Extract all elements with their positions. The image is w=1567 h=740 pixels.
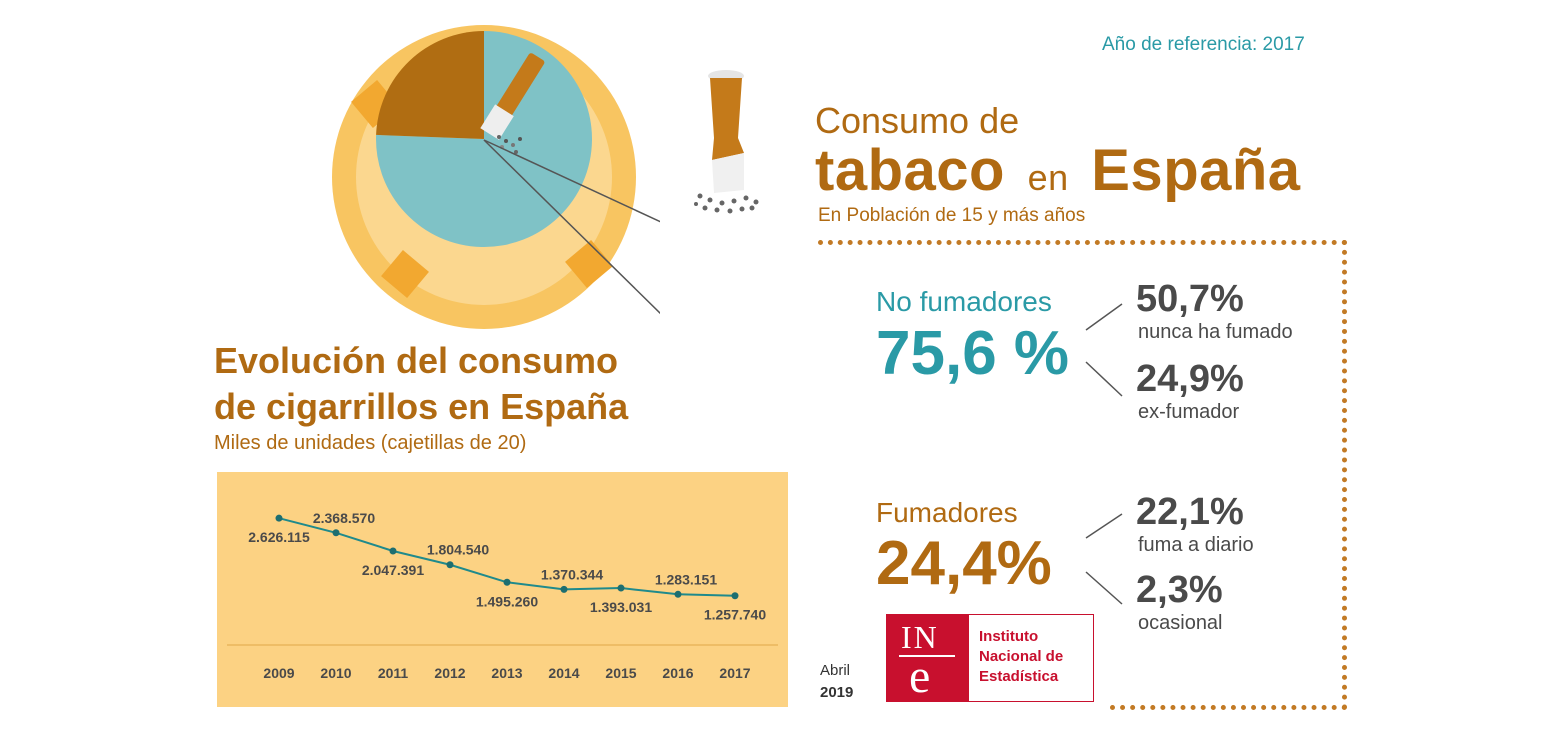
title-word-tabaco: tabaco bbox=[815, 138, 1005, 203]
connector-line-fumadores bbox=[483, 139, 660, 315]
subtitle-population: En Población de 15 y más años bbox=[818, 205, 1086, 226]
publication-month: Abril bbox=[820, 662, 851, 679]
nunca-value: 50,7% bbox=[1136, 278, 1244, 320]
diario-label: fuma a diario bbox=[1138, 534, 1254, 556]
no-fumadores-label: No fumadores bbox=[876, 286, 1052, 317]
nunca-label: nunca ha fumado bbox=[1138, 321, 1293, 343]
fumadores-label: Fumadores bbox=[876, 497, 1018, 528]
x-tick-2012: 2012 bbox=[434, 665, 465, 681]
x-tick-2014: 2014 bbox=[548, 665, 579, 681]
line-chart: 2.626.115 2009 2.368.570 2010 2.047.391 2011 1… bbox=[227, 510, 778, 681]
ine-logo-mark: IN e bbox=[887, 615, 969, 703]
x-tick-2017: 2017 bbox=[719, 665, 750, 681]
data-label-2013: 1.495.260 bbox=[476, 593, 538, 609]
ashtray-notch-br bbox=[565, 240, 613, 288]
pie-slice-fumadores bbox=[376, 31, 484, 139]
x-tick-2010: 2010 bbox=[320, 665, 351, 681]
ashtray-notch-bl bbox=[381, 250, 429, 298]
x-tick-2009: 2009 bbox=[263, 665, 294, 681]
cigarette-in-ashtray-icon bbox=[480, 53, 545, 154]
title-line2: tabaco en España bbox=[815, 137, 1301, 204]
data-point-2015 bbox=[617, 584, 625, 592]
ine-logo: IN e Instituto Nacional de Estadística bbox=[886, 614, 1094, 703]
data-point-2014 bbox=[560, 585, 568, 593]
data-point-2013 bbox=[503, 578, 511, 586]
data-label-2010: 2.368.570 bbox=[313, 510, 375, 526]
evolution-subtitle: Miles de unidades (cajetillas de 20) bbox=[214, 432, 527, 454]
data-label-2009: 2.626.115 bbox=[248, 529, 310, 545]
dotted-frame-right bbox=[1110, 240, 1347, 710]
x-tick-2011: 2011 bbox=[378, 665, 409, 681]
reference-year: Año de referencia: 2017 bbox=[1102, 34, 1305, 55]
ex-fumador-value: 24,9% bbox=[1136, 358, 1244, 400]
fumadores-percent: 24,4% bbox=[876, 529, 1052, 598]
ex-fumador-label: ex-fumador bbox=[1138, 401, 1240, 423]
ine-logo-line1: Instituto bbox=[979, 628, 1039, 645]
ashtray-illustration bbox=[332, 25, 660, 329]
publication-year: 2019 bbox=[820, 684, 854, 701]
connector-line-no-fumadores bbox=[483, 139, 660, 223]
title-word-en: en bbox=[1027, 157, 1069, 198]
data-point-2017 bbox=[731, 592, 739, 600]
data-point-2009 bbox=[275, 514, 283, 522]
data-point-2012 bbox=[446, 561, 454, 569]
title-line1: Consumo de bbox=[815, 100, 1020, 141]
line-chart-panel: 2.626.115 2009 2.368.570 2010 2.047.391 2011 1… bbox=[217, 472, 788, 707]
ine-logo-text: Instituto Nacional de Estadística bbox=[979, 627, 1063, 687]
data-label-2011: 2.047.391 bbox=[362, 562, 424, 578]
data-label-2012: 1.804.540 bbox=[427, 542, 489, 558]
x-tick-2016: 2016 bbox=[662, 665, 693, 681]
data-point-2010 bbox=[332, 529, 340, 537]
x-tick-2015: 2015 bbox=[605, 665, 636, 681]
diario-value: 22,1% bbox=[1136, 491, 1244, 533]
ine-logo-mark-top: IN bbox=[901, 619, 939, 655]
dotted-frame-top bbox=[818, 240, 1110, 245]
publication-date: Abril 2019 bbox=[820, 660, 853, 704]
data-label-2016: 1.283.151 bbox=[655, 571, 717, 587]
ine-logo-mark-bottom: e bbox=[909, 650, 931, 703]
no-fumadores-percent: 75,6 % bbox=[876, 319, 1070, 388]
title-word-espana: España bbox=[1091, 138, 1301, 203]
evolution-title-line2: de cigarrillos en España bbox=[214, 386, 629, 427]
x-tick-2013: 2013 bbox=[491, 665, 522, 681]
ocasional-value: 2,3% bbox=[1136, 569, 1223, 611]
data-point-2016 bbox=[674, 590, 682, 598]
data-label-2017: 1.257.740 bbox=[704, 607, 766, 623]
data-label-2015: 1.393.031 bbox=[590, 599, 652, 615]
data-point-2011 bbox=[389, 547, 397, 555]
data-label-2014: 1.370.344 bbox=[541, 566, 603, 582]
cigarette-butt-icon bbox=[694, 70, 759, 214]
ine-logo-line3: Estadística bbox=[979, 668, 1059, 685]
evolution-title: Evolución del consumo de cigarrillos en … bbox=[214, 338, 628, 430]
ocasional-label: ocasional bbox=[1138, 612, 1223, 634]
evolution-title-line1: Evolución del consumo bbox=[214, 340, 619, 381]
bracket-lines bbox=[1085, 303, 1123, 605]
ine-logo-line2: Nacional de bbox=[979, 648, 1064, 665]
